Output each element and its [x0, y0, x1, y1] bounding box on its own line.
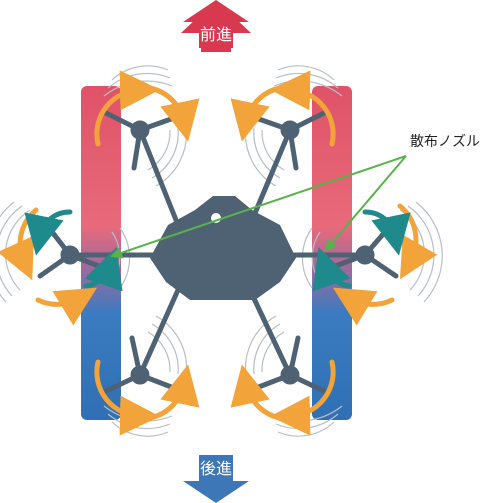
backward-label: 後進 — [200, 459, 232, 478]
nozzle-pointer-lines — [110, 155, 407, 259]
backward-arrow: 後進 — [183, 455, 249, 503]
spray-nozzle-label: 散布ノズル — [410, 134, 480, 150]
forward-arrow: 前進 — [181, 0, 251, 52]
forward-label: 前進 — [200, 25, 232, 44]
teal-rotation-arrows — [24, 209, 411, 292]
